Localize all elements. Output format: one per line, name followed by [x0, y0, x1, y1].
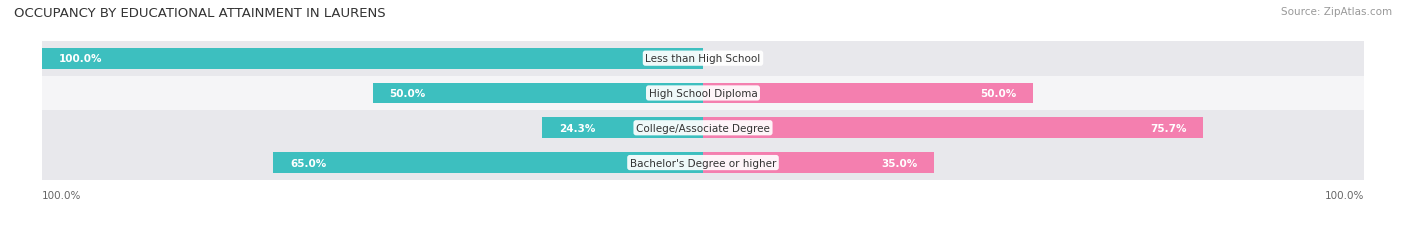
Text: Bachelor's Degree or higher: Bachelor's Degree or higher: [630, 158, 776, 168]
Text: 65.0%: 65.0%: [290, 158, 326, 168]
Bar: [373, 83, 703, 104]
Text: Source: ZipAtlas.com: Source: ZipAtlas.com: [1281, 7, 1392, 17]
Bar: [42, 42, 1364, 76]
Bar: [42, 49, 703, 69]
Text: 50.0%: 50.0%: [389, 88, 426, 99]
Text: 24.3%: 24.3%: [560, 123, 595, 133]
Bar: [42, 111, 1364, 146]
Text: OCCUPANCY BY EDUCATIONAL ATTAINMENT IN LAURENS: OCCUPANCY BY EDUCATIONAL ATTAINMENT IN L…: [14, 7, 385, 20]
Bar: [42, 146, 1364, 180]
Text: 35.0%: 35.0%: [882, 158, 918, 168]
Text: 100.0%: 100.0%: [1324, 191, 1364, 201]
Bar: [273, 152, 703, 173]
Text: College/Associate Degree: College/Associate Degree: [636, 123, 770, 133]
Text: 100.0%: 100.0%: [42, 191, 82, 201]
Text: Less than High School: Less than High School: [645, 54, 761, 64]
Text: 100.0%: 100.0%: [59, 54, 103, 64]
Bar: [42, 76, 1364, 111]
Text: 75.7%: 75.7%: [1150, 123, 1187, 133]
Text: 50.0%: 50.0%: [980, 88, 1017, 99]
Bar: [703, 152, 934, 173]
Text: High School Diploma: High School Diploma: [648, 88, 758, 99]
Bar: [703, 83, 1033, 104]
Bar: [703, 118, 1204, 139]
Bar: [543, 118, 703, 139]
Text: 0.0%: 0.0%: [713, 54, 740, 64]
